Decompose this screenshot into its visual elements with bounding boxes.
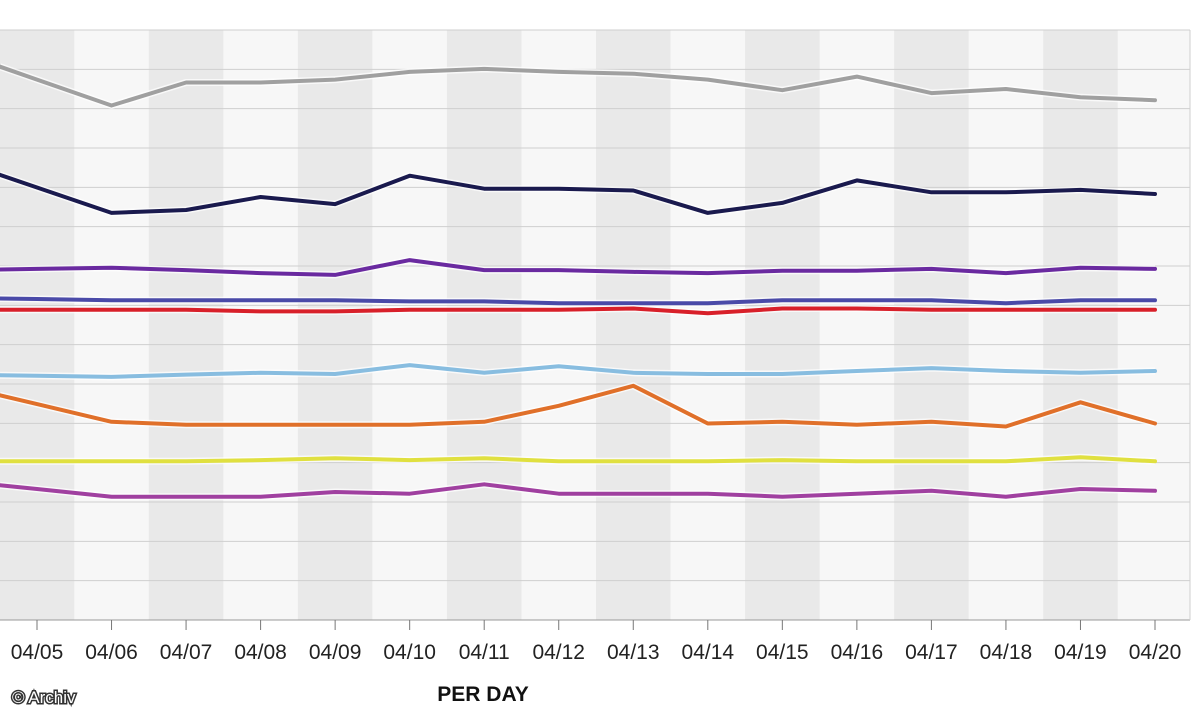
x-tick-label: 04/05 bbox=[11, 641, 64, 664]
chart-series bbox=[0, 63, 1157, 501]
series-line-1 bbox=[0, 64, 1157, 108]
background-band bbox=[596, 30, 671, 620]
x-tick-label: 04/11 bbox=[459, 641, 510, 664]
series-line-9 bbox=[0, 482, 1157, 499]
background-band bbox=[0, 30, 75, 620]
x-axis-label: PER DAY bbox=[437, 683, 528, 706]
x-tick-label: 04/08 bbox=[234, 641, 287, 664]
x-tick-label: 04/06 bbox=[85, 641, 138, 664]
x-tick-label: 04/10 bbox=[383, 641, 436, 664]
x-tick-label: 04/09 bbox=[309, 641, 362, 664]
x-tick-label: 04/14 bbox=[682, 641, 735, 664]
series-line-5 bbox=[0, 306, 1157, 316]
series-line-2 bbox=[0, 172, 1157, 215]
chart-background-bands bbox=[0, 30, 1190, 620]
copyright-credit: © Archiv bbox=[12, 688, 76, 707]
x-tick-label: 04/16 bbox=[831, 641, 884, 664]
background-band bbox=[1043, 30, 1118, 620]
background-band bbox=[297, 30, 373, 620]
x-tick-label: 04/15 bbox=[756, 641, 809, 664]
x-tick-label: 04/20 bbox=[1129, 641, 1182, 664]
x-tick-label: 04/17 bbox=[905, 641, 958, 664]
x-axis-ticks bbox=[36, 620, 1156, 630]
background-band bbox=[148, 30, 224, 620]
x-tick-label: 04/07 bbox=[160, 641, 213, 664]
series-line-6 bbox=[0, 363, 1157, 379]
series-line-4 bbox=[0, 296, 1157, 306]
series-line-3 bbox=[0, 258, 1157, 277]
x-axis-tick-labels: 04/05 04/06 04/07 04/08 04/09 04/10 04/11 04/12… bbox=[11, 641, 1182, 664]
background-band bbox=[446, 30, 522, 620]
background-band bbox=[745, 30, 820, 620]
x-tick-label: 04/19 bbox=[1054, 641, 1107, 664]
series-line-8 bbox=[0, 455, 1157, 464]
x-tick-label: 04/12 bbox=[532, 641, 585, 664]
x-tick-label: 04/13 bbox=[607, 641, 660, 664]
series-line-7 bbox=[0, 383, 1157, 429]
x-tick-label: 04/18 bbox=[980, 641, 1033, 664]
background-band bbox=[894, 30, 969, 620]
